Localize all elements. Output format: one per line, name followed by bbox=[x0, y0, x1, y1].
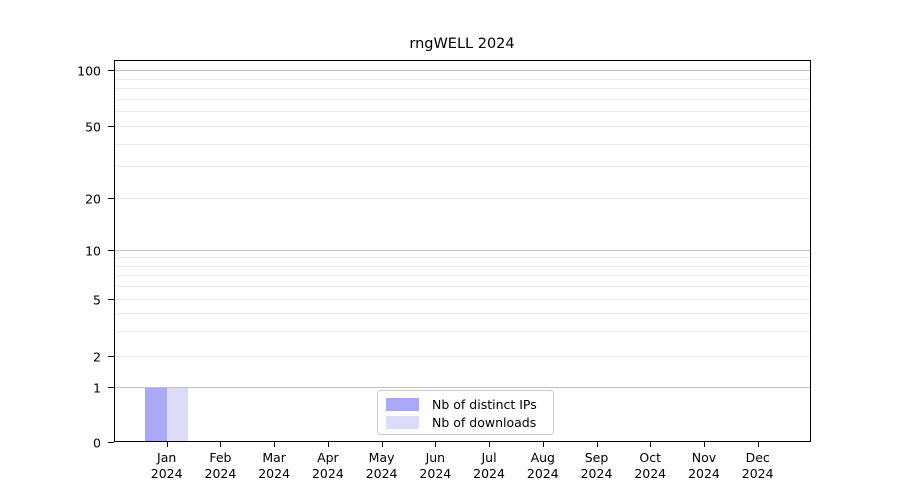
x-axis-tick bbox=[220, 442, 222, 447]
x-axis-tick bbox=[489, 442, 491, 447]
legend: Nb of distinct IPs Nb of downloads bbox=[377, 390, 554, 435]
gridline-minor bbox=[114, 126, 811, 127]
y-axis-tick-label: 1 bbox=[93, 380, 101, 395]
x-axis-tick-label: Sep 2024 bbox=[580, 450, 613, 481]
y-axis-tick bbox=[108, 299, 114, 300]
y-axis-tick bbox=[108, 387, 114, 388]
x-axis-tick bbox=[274, 442, 276, 447]
gridline-minor bbox=[114, 88, 811, 90]
y-axis-tick bbox=[108, 356, 114, 357]
gridline-minor bbox=[114, 299, 811, 300]
x-axis-tick bbox=[381, 442, 383, 447]
bar-downloads bbox=[166, 387, 189, 442]
legend-swatch-downloads bbox=[386, 416, 419, 429]
gridline-minor bbox=[114, 166, 811, 168]
gridline-minor bbox=[114, 356, 811, 357]
y-axis-tick-label: 50 bbox=[85, 119, 101, 134]
gridline-minor bbox=[114, 111, 811, 113]
x-axis-tick-label: Apr 2024 bbox=[311, 450, 344, 481]
y-axis-tick-label: 20 bbox=[85, 191, 101, 206]
y-axis-tick bbox=[108, 198, 114, 199]
y-axis-tick-label: 10 bbox=[85, 243, 101, 258]
gridline-minor bbox=[114, 265, 811, 267]
x-axis-tick-label: Mar 2024 bbox=[258, 450, 291, 481]
gridline-minor bbox=[114, 275, 811, 277]
legend-label-downloads: Nb of downloads bbox=[432, 415, 537, 430]
y-axis-tick-label: 100 bbox=[77, 63, 101, 78]
legend-item-distinct-ips: Nb of distinct IPs bbox=[386, 396, 545, 413]
x-axis-tick bbox=[166, 442, 168, 447]
x-axis-tick-label: May 2024 bbox=[365, 450, 398, 481]
gridline-major bbox=[114, 250, 811, 251]
y-axis-tick-label: 2 bbox=[93, 349, 101, 364]
x-axis-tick-label: Jun 2024 bbox=[419, 450, 452, 481]
x-axis-tick bbox=[596, 442, 598, 447]
legend-swatch-distinct-ips bbox=[386, 398, 419, 411]
x-axis-tick bbox=[703, 442, 705, 447]
x-axis-tick-label: Nov 2024 bbox=[688, 450, 720, 481]
x-axis-tick bbox=[542, 442, 544, 447]
gridline-major bbox=[114, 387, 811, 388]
y-axis-tick bbox=[108, 70, 114, 71]
y-axis-tick bbox=[108, 442, 114, 443]
gridline-minor bbox=[114, 286, 811, 288]
x-axis-tick-label: Feb 2024 bbox=[204, 450, 237, 481]
bar-distinct-ips bbox=[145, 387, 167, 442]
chart-title: rngWELL 2024 bbox=[409, 36, 515, 52]
y-axis-tick bbox=[108, 126, 114, 127]
gridline-major bbox=[114, 70, 811, 71]
y-axis-tick-label: 0 bbox=[93, 435, 101, 450]
gridline-minor bbox=[114, 198, 811, 199]
legend-item-downloads: Nb of downloads bbox=[386, 414, 545, 431]
y-axis-tick-label: 5 bbox=[93, 292, 101, 307]
plot-border bbox=[114, 60, 811, 442]
x-axis-tick bbox=[435, 442, 437, 447]
x-axis-tick-label: Jan 2024 bbox=[150, 450, 183, 481]
x-axis-tick-label: Oct 2024 bbox=[634, 450, 667, 481]
x-axis-tick bbox=[327, 442, 329, 447]
x-axis-tick-label: Dec 2024 bbox=[741, 450, 774, 481]
gridline-minor bbox=[114, 143, 811, 145]
gridline-minor bbox=[114, 312, 811, 314]
x-axis-tick bbox=[650, 442, 652, 447]
x-axis-tick-label: Jul 2024 bbox=[473, 450, 505, 481]
gridline-minor bbox=[114, 330, 811, 332]
x-axis-tick bbox=[757, 442, 759, 447]
gridline-minor bbox=[114, 98, 811, 100]
x-axis-tick-label: Aug 2024 bbox=[526, 450, 559, 481]
gridline-minor bbox=[114, 78, 811, 80]
y-axis-tick bbox=[108, 250, 114, 251]
gridline-minor bbox=[114, 257, 811, 259]
legend-label-distinct-ips: Nb of distinct IPs bbox=[432, 397, 537, 412]
